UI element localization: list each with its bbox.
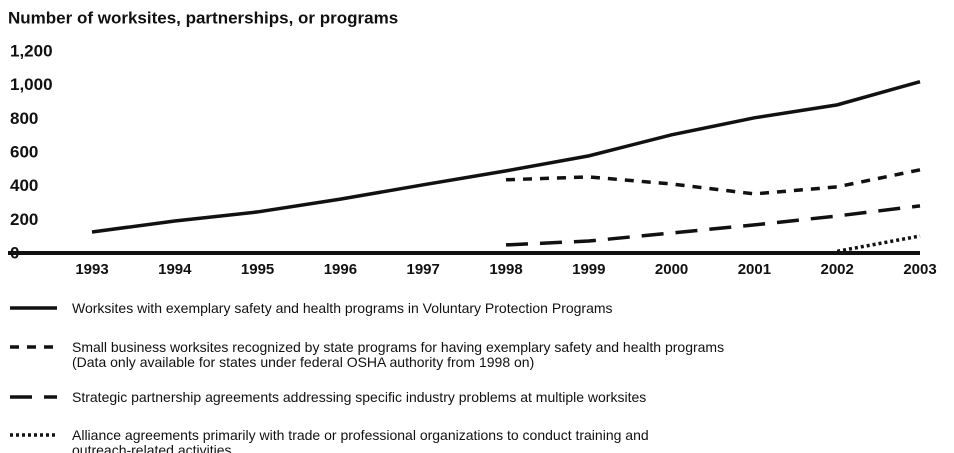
y-tick-label: 1,200 [10, 41, 53, 60]
series-line [505, 204, 921, 247]
x-tick-label: 1995 [241, 261, 274, 278]
legend-label: Small business worksites recognized by s… [72, 339, 725, 370]
y-tick-label: 200 [10, 210, 38, 229]
x-tick-label: 1998 [489, 261, 522, 278]
x-tick-label: 2002 [821, 261, 854, 278]
x-tick-label: 2001 [738, 261, 771, 278]
x-tick-label: 1999 [572, 261, 605, 278]
series-line [836, 234, 921, 254]
x-tick-label: 1996 [324, 261, 357, 278]
x-tick-label: 1997 [407, 261, 440, 278]
x-tick-label: 2000 [655, 261, 688, 278]
legend-label: Worksites with exemplary safety and heal… [72, 300, 613, 316]
x-tick-label: 1993 [75, 261, 108, 278]
x-tick-label: 1994 [158, 261, 192, 278]
y-tick-label: 400 [10, 176, 38, 195]
y-tick-label: 600 [10, 142, 38, 161]
series-line [91, 79, 921, 234]
y-tick-label: 1,000 [10, 75, 53, 94]
series-line [505, 168, 921, 196]
legend-label: Strategic partnership agreements address… [72, 389, 647, 405]
chart-title: Number of worksites, partnerships, or pr… [8, 8, 398, 27]
y-tick-label: 800 [10, 109, 38, 128]
x-tick-label: 2003 [903, 261, 936, 278]
legend-label: Alliance agreements primarily with trade… [72, 427, 649, 453]
